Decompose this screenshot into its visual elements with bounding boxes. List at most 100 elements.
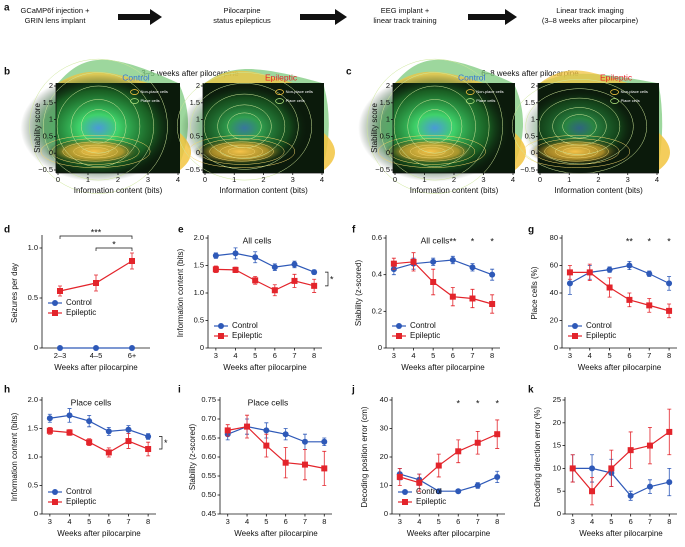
- data-point: [586, 269, 593, 276]
- y-tick-label: 20: [553, 418, 561, 427]
- contour-nonplace: [399, 141, 465, 162]
- contour-nonplace: [563, 147, 591, 156]
- contour-place: [81, 109, 116, 144]
- y-tick-label: 0.70: [201, 414, 216, 423]
- arrow: [118, 9, 162, 25]
- contour-place: [190, 83, 299, 170]
- series-line: [393, 259, 493, 276]
- contour-nonplace: [410, 144, 454, 159]
- y-tick-label: −0.5: [38, 165, 53, 174]
- workflow-step: Linear track imaging: [556, 6, 624, 15]
- series-line: [49, 430, 149, 454]
- y-tick-label: 0.50: [201, 490, 216, 499]
- density-nonplace: [46, 138, 142, 165]
- y-tick-label: 0.55: [201, 471, 216, 480]
- series-line: [227, 425, 325, 469]
- data-point: [646, 442, 653, 449]
- contour-place: [56, 85, 141, 167]
- legend-marker: [52, 310, 58, 316]
- significance-bracket: [95, 247, 133, 251]
- y-tick-label: 0.45: [201, 509, 216, 518]
- significance: ***: [91, 227, 102, 237]
- legend-marker: [52, 489, 58, 495]
- data-point: [489, 271, 496, 278]
- x-tick-label: 3: [481, 175, 485, 184]
- data-point: [86, 439, 93, 446]
- contour-place: [227, 112, 262, 141]
- x-tick-label: 4: [67, 517, 71, 526]
- data-point: [589, 488, 596, 495]
- data-point: [455, 488, 462, 495]
- y-axis-label: Information content (bits): [10, 412, 19, 501]
- y-axis-label: Stability score: [370, 103, 379, 153]
- workflow-step: GRIN lens implant: [25, 16, 87, 25]
- y-axis-label: Seizures per day: [10, 263, 19, 323]
- data-point: [449, 293, 456, 300]
- y-axis-label: Decoding position error (cm): [360, 406, 369, 507]
- y-tick-label: 2: [49, 81, 53, 90]
- y-tick-label: 2: [196, 81, 200, 90]
- workflow-step: (3–8 weeks after pilocarpine): [542, 16, 639, 25]
- data-point: [435, 462, 442, 469]
- panel-label: d: [4, 225, 10, 236]
- data-point: [282, 459, 289, 466]
- data-point: [271, 287, 278, 294]
- x-axis-label: Weeks after pilocarpine: [579, 529, 663, 538]
- data-point: [129, 258, 135, 264]
- y-tick-label: 1: [49, 115, 53, 124]
- x-tick-label: 2: [452, 175, 456, 184]
- contour-nonplace: [40, 135, 151, 168]
- x-axis-label: Weeks after pilocarpine: [54, 363, 138, 372]
- data-point: [232, 250, 239, 257]
- panel-label: g: [528, 225, 534, 236]
- data-point: [105, 428, 112, 435]
- contour-place: [562, 114, 597, 139]
- contour-nonplace: [228, 147, 256, 156]
- y-tick-label: 0.5: [380, 131, 390, 140]
- legend-marker: [218, 333, 224, 339]
- legend-icon: [275, 98, 284, 104]
- panel-label: h: [4, 385, 10, 396]
- legend-icon: [130, 98, 139, 104]
- panel-label: j: [351, 385, 355, 396]
- chart-title: Epileptic: [265, 72, 298, 82]
- y-tick-label: 10: [553, 463, 561, 472]
- legend-label: Non-place cells: [286, 89, 313, 94]
- x-tick-label: 6: [456, 517, 460, 526]
- panel-label: k: [528, 385, 534, 396]
- legend-label: Non-place cells: [141, 89, 168, 94]
- x-tick-label: 6+: [128, 351, 137, 360]
- x-tick-label: 2: [116, 175, 120, 184]
- contour-nonplace: [209, 141, 274, 162]
- x-tick-label: 3: [226, 517, 230, 526]
- x-tick-label: 8: [667, 517, 671, 526]
- x-tick-label: 8: [490, 351, 494, 360]
- x-axis-label: Weeks after pilocarpine: [57, 529, 141, 538]
- y-tick-label: 2: [531, 81, 535, 90]
- legend-label: Control: [416, 487, 442, 496]
- y-tick-label: 1.0: [28, 243, 38, 252]
- x-tick-label: 2: [261, 175, 265, 184]
- significance-bracket: [59, 235, 133, 239]
- y-tick-label: 1.5: [380, 98, 390, 107]
- legend-icon: [610, 98, 619, 104]
- x-axis-label: Information content (bits): [410, 186, 499, 195]
- y-tick-label: 0: [384, 509, 388, 518]
- significance: **: [626, 236, 634, 246]
- data-point: [263, 442, 270, 449]
- data-point: [311, 269, 318, 276]
- arrow: [300, 9, 347, 25]
- data-point: [430, 258, 437, 265]
- data-point: [93, 345, 99, 351]
- y-axis-label: Stability (z-scored): [188, 424, 197, 491]
- contour-place: [176, 72, 313, 181]
- data-point: [291, 261, 298, 268]
- x-tick-label: 5: [437, 517, 441, 526]
- series-line: [215, 252, 315, 273]
- legend-label: Non-place cells: [621, 89, 648, 94]
- marginal-nonplace-right: [515, 133, 526, 170]
- data-point: [301, 461, 308, 468]
- x-tick-label: 6: [273, 351, 277, 360]
- legend-label: Control: [66, 487, 92, 496]
- data-point: [566, 280, 573, 287]
